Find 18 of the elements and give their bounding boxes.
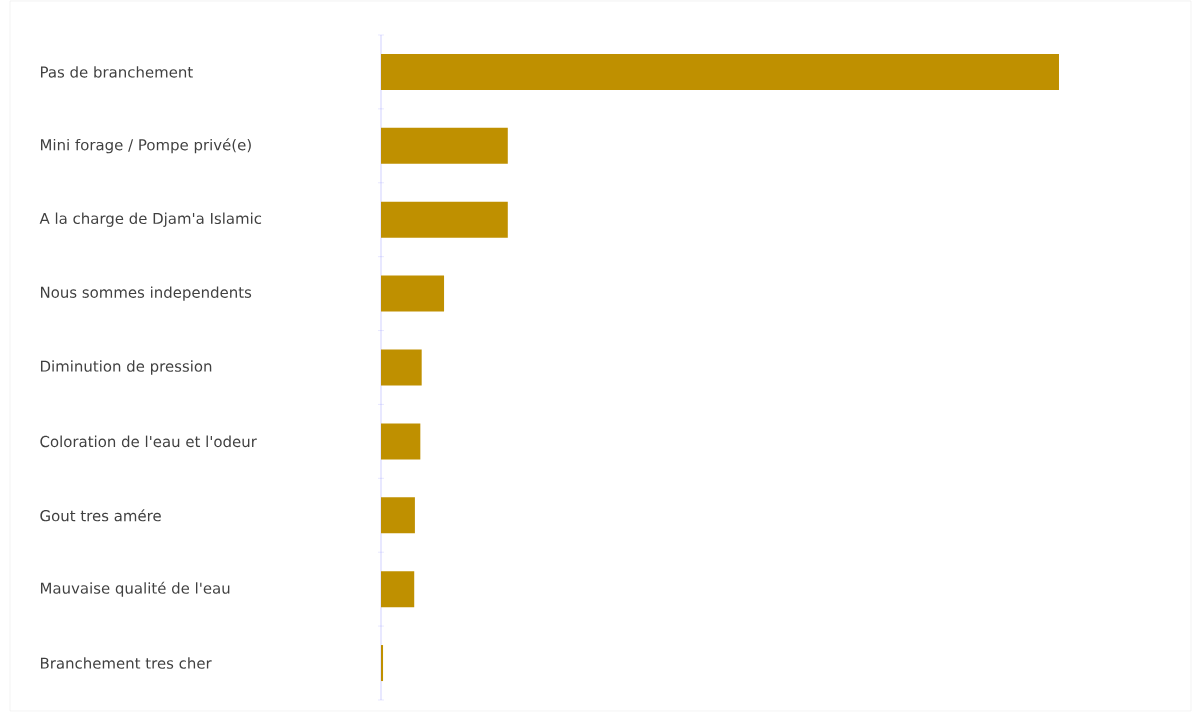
y-tick-label: Branchement tres cher [40, 657, 212, 669]
bar [381, 645, 384, 682]
y-tick-label: Mauvaise qualité de l'eau [40, 581, 230, 597]
y-tick-label: Gout tres amére [40, 509, 161, 522]
bar [381, 571, 415, 608]
y-tick-label: A la charge de Djam'a Islamic [39, 212, 262, 227]
bar [381, 53, 1059, 90]
bar [381, 127, 508, 164]
bar [381, 497, 415, 534]
y-tick-label: Coloration de l'eau et l'odeur [40, 435, 257, 448]
y-tick-label: Diminution de pression [40, 360, 212, 375]
bar [381, 423, 421, 460]
y-tick-label: Mini forage / Pompe privé(e) [40, 138, 251, 154]
y-tick-label: Nous sommes independents [40, 286, 252, 301]
y-tick-label: Pas de branchement [40, 66, 193, 78]
bar [381, 349, 422, 386]
bar [381, 275, 445, 312]
bar [381, 201, 508, 238]
